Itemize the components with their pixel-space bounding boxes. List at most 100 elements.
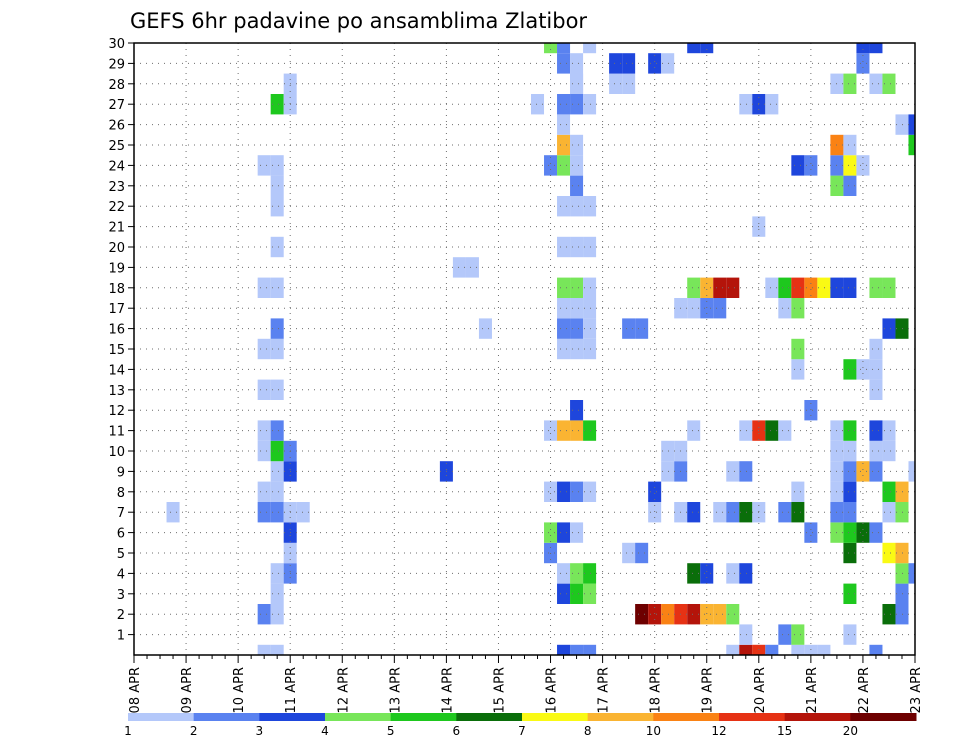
heatmap-cell [661,461,675,482]
y-tick-label: 27 [108,98,125,113]
heatmap-cell [700,277,714,298]
heatmap-cell [622,53,636,74]
colorbar-label: 3 [256,724,264,738]
colorbar-label: 15 [777,724,792,738]
heatmap-cell [570,338,584,360]
heatmap-cell [557,196,571,217]
heatmap-cell [804,277,818,298]
heatmap-cell [843,134,857,156]
heatmap-cell [557,298,571,319]
heatmap-cell [804,522,818,543]
heatmap-cell [570,644,584,655]
heatmap-cell [609,73,623,94]
heatmap-cell [739,624,753,645]
y-tick-label: 18 [108,282,125,297]
y-tick-label: 26 [108,119,125,134]
heatmap-cell [882,440,896,462]
heatmap-cell [791,481,805,502]
heatmap-cell [557,420,571,441]
heatmap-cell [843,522,857,543]
heatmap-cell [635,604,649,625]
heatmap-cell [895,114,909,135]
heatmap-cell [622,73,636,94]
heatmap-cell [583,196,597,217]
y-tick-label: 19 [108,261,125,276]
heatmap-cell [583,481,597,502]
heatmap-cell [257,502,271,523]
x-tick-label: 22 APR [857,667,872,713]
heatmap-cell [791,338,805,360]
x-axis: 08 APR 09 APR 10 APR 11 APR 12 APR 13 APR 14 A… [128,655,924,713]
heatmap-cell [700,43,714,54]
colorbar-label: 8 [584,724,592,738]
heatmap-cell [583,420,597,441]
heatmap-cell [778,277,792,298]
colorbar-swatch [325,713,392,721]
heatmap-cell [869,440,883,462]
heatmap-cell [895,318,909,339]
heatmap-cell [791,298,805,319]
heatmap-cell [270,461,284,482]
colorbar-label: 20 [843,724,858,738]
heatmap-cell [270,644,284,655]
colorbar-label: 2 [190,724,198,738]
heatmap-cell [895,604,909,625]
heatmap-cell [557,155,571,176]
heatmap-cell [635,318,649,339]
heatmap-cell [843,277,857,298]
heatmap-cell [557,94,571,115]
heatmap-cell [635,542,649,564]
heatmap-cell [570,73,584,94]
y-tick-label: 23 [108,180,125,195]
heatmap-cell [570,175,584,196]
heatmap-cell [843,155,857,176]
x-tick-label: 10 APR [232,667,247,713]
x-tick-label: 16 APR [545,667,560,713]
heatmap-cell [908,114,915,135]
colorbar-swatch [456,713,523,721]
y-tick-label: 15 [108,343,125,358]
heatmap-cell [804,400,818,421]
heatmap-cell [570,94,584,115]
heatmap-cell [713,298,727,319]
heatmap-cell [882,502,896,523]
heatmap-cell [869,277,883,298]
heatmap-cell [687,277,701,298]
heatmap-cell [869,644,883,655]
heatmap-cell [882,73,896,94]
colorbar-swatch [850,713,917,721]
heatmap-cell [257,277,271,298]
heatmap-cell [570,481,584,502]
chart-title: GEFS 6hr padavine po ansamblima Zlatibor [130,9,587,33]
heatmap-cell [726,563,740,584]
heatmap-cell [739,644,753,655]
heatmap-cell [778,420,792,441]
y-axis: 1234567891011121314151617181920212223242… [108,37,134,644]
heatmap-cell [557,583,571,604]
x-tick-label: 08 APR [128,667,143,713]
heatmap-cell [856,155,870,176]
x-tick-label: 20 APR [753,667,768,713]
y-tick-label: 1 [117,629,125,644]
colorbar-label: 6 [453,724,461,738]
y-tick-label: 13 [108,384,125,399]
heatmap-cell [270,604,284,625]
colorbar: 1 2 3 4 5 6 7 8 10 12 15 20 [124,713,917,738]
heatmap-cell [726,461,740,482]
heatmap-cell [570,583,584,604]
heatmap-cell [570,134,584,156]
heatmap-cell [843,175,857,196]
heatmap-cell [544,522,558,543]
heatmap-cell [570,236,584,258]
heatmap-cell [570,155,584,176]
colorbar-swatch [653,713,720,721]
y-tick-label: 25 [108,139,125,154]
y-tick-label: 17 [108,302,125,317]
x-tick-label: 17 APR [597,667,612,713]
colorbar-label: 7 [518,724,526,738]
y-tick-label: 28 [108,78,125,93]
colorbar-label: 10 [646,724,661,738]
heatmap-cell [856,53,870,74]
heatmap-cell [583,318,597,339]
heatmap-cell [869,338,883,360]
